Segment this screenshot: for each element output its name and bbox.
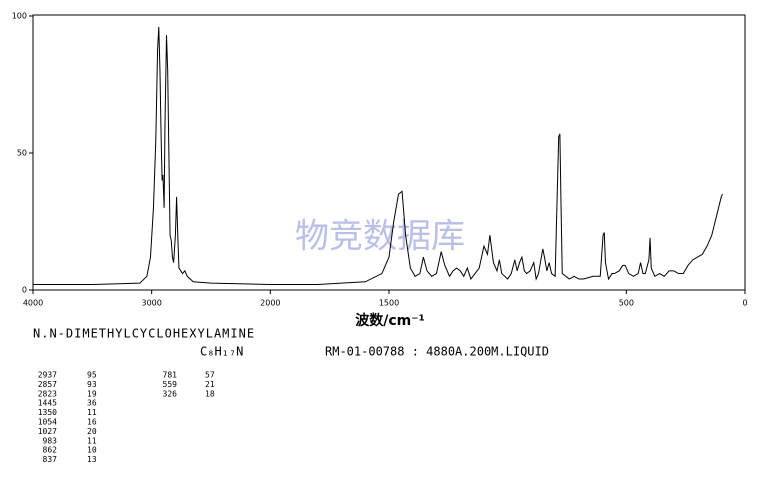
x-tick-label: 1500 (379, 299, 399, 308)
peak-wavenumber: 1445 (38, 399, 57, 408)
x-tick-label: 3000 (141, 299, 161, 308)
peak-wavenumber: 837 (43, 455, 58, 464)
peak-wavenumber: 1027 (38, 427, 57, 436)
peak-intensity: 10 (87, 446, 97, 455)
y-tick-label: 50 (17, 149, 27, 158)
formula: C₈H₁₇N (200, 345, 243, 359)
peak-wavenumber: 2823 (38, 389, 57, 398)
compound-name: N.N-DIMETHYLCYCLOHEXYLAMINE (33, 327, 255, 341)
peak-intensity: 19 (87, 389, 97, 398)
peak-wavenumber: 559 (163, 380, 178, 389)
peak-intensity: 11 (87, 436, 97, 445)
x-tick-label: 4000 (23, 299, 43, 308)
peak-intensity: 57 (205, 371, 215, 380)
peak-wavenumber: 1350 (38, 408, 57, 417)
peak-wavenumber: 983 (43, 436, 58, 445)
peak-wavenumber: 862 (43, 446, 58, 455)
peak-intensity: 20 (87, 427, 97, 436)
peak-wavenumber: 2937 (38, 371, 57, 380)
peak-intensity: 36 (87, 399, 97, 408)
peak-intensity: 21 (205, 380, 215, 389)
record-id: RM-01-00788 : 4880A.200M.LIQUID (325, 345, 549, 359)
peak-intensity: 13 (87, 455, 97, 464)
watermark: 物竞数据库 (295, 217, 465, 257)
marks (33, 26, 723, 286)
x-tick-label: 2000 (260, 299, 280, 308)
spectrum-line (33, 26, 723, 286)
x-axis-label: 波数/cm⁻¹ (355, 312, 425, 329)
peak-intensity: 93 (87, 380, 97, 389)
peak-wavenumber: 2857 (38, 380, 57, 389)
y-tick-label: 100 (12, 12, 27, 21)
peak-wavenumber: 781 (163, 371, 178, 380)
peak-intensity: 95 (87, 371, 97, 380)
peak-wavenumber: 326 (163, 389, 178, 398)
y-tick-label: 0 (22, 286, 27, 295)
peak-intensity: 16 (87, 418, 97, 427)
x-tick-label: 500 (619, 299, 634, 308)
peak-intensity: 11 (87, 408, 97, 417)
x-tick-label: 0 (742, 299, 747, 308)
peak-intensity: 18 (205, 389, 215, 398)
peak-wavenumber: 1054 (38, 418, 57, 427)
